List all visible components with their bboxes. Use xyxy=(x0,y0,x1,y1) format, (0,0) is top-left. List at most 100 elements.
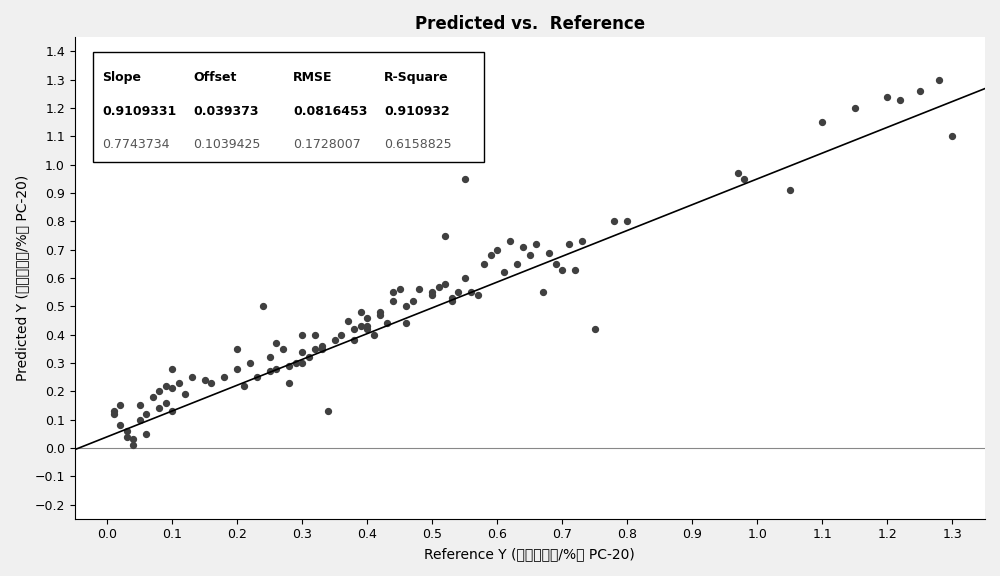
Point xyxy=(372,310,388,320)
Point xyxy=(262,353,278,362)
Point xyxy=(229,364,245,373)
Point xyxy=(359,313,375,323)
Point xyxy=(301,353,317,362)
Point xyxy=(340,316,356,325)
Point xyxy=(119,432,135,441)
Point xyxy=(184,373,200,382)
Point xyxy=(112,420,128,430)
Text: 0.1039425: 0.1039425 xyxy=(193,138,260,151)
Point xyxy=(281,361,297,370)
Point xyxy=(366,330,382,339)
Text: Slope: Slope xyxy=(102,71,141,84)
Point xyxy=(288,358,304,367)
Point xyxy=(528,240,544,249)
Point xyxy=(346,336,362,345)
Point xyxy=(249,373,265,382)
Point xyxy=(164,364,180,373)
Point xyxy=(151,386,167,396)
Point xyxy=(619,217,635,226)
Point xyxy=(327,336,343,345)
Y-axis label: Predicted Y (湿基出油率/%， PC-20): Predicted Y (湿基出油率/%， PC-20) xyxy=(15,175,29,381)
Point xyxy=(294,330,310,339)
Point xyxy=(606,217,622,226)
Point xyxy=(320,407,336,416)
Point xyxy=(509,259,525,268)
Point xyxy=(561,240,577,249)
Title: Predicted vs.  Reference: Predicted vs. Reference xyxy=(415,15,645,33)
Point xyxy=(489,245,505,255)
Point xyxy=(353,321,369,331)
Point xyxy=(463,287,479,297)
Point xyxy=(138,410,154,419)
Point xyxy=(145,392,161,401)
Point xyxy=(912,86,928,96)
Point xyxy=(197,376,213,385)
Text: Offset: Offset xyxy=(193,71,236,84)
Point xyxy=(177,389,193,399)
Point xyxy=(203,378,219,388)
FancyBboxPatch shape xyxy=(93,52,484,162)
Point xyxy=(307,330,323,339)
Text: 0.0816453: 0.0816453 xyxy=(293,105,368,118)
Point xyxy=(125,435,141,444)
Point xyxy=(359,321,375,331)
Point xyxy=(470,290,486,300)
Point xyxy=(353,308,369,317)
Point xyxy=(437,231,453,240)
Point xyxy=(268,339,284,348)
Point xyxy=(730,169,746,178)
Text: 0.6158825: 0.6158825 xyxy=(384,138,452,151)
Text: 0.7743734: 0.7743734 xyxy=(102,138,169,151)
Point xyxy=(736,175,752,184)
Point xyxy=(255,302,271,311)
Point xyxy=(814,118,830,127)
Point xyxy=(236,381,252,391)
Text: 0.1728007: 0.1728007 xyxy=(293,138,361,151)
Point xyxy=(242,358,258,367)
Point xyxy=(333,330,349,339)
Point xyxy=(444,293,460,302)
Point xyxy=(457,274,473,283)
Point xyxy=(398,319,414,328)
Point xyxy=(437,279,453,289)
Point xyxy=(314,342,330,351)
Point xyxy=(522,251,538,260)
Point xyxy=(106,410,122,419)
Point xyxy=(567,265,583,274)
Point xyxy=(444,296,460,305)
Point xyxy=(515,242,531,252)
Point xyxy=(216,373,232,382)
Point xyxy=(496,268,512,277)
Point xyxy=(281,378,297,388)
Point xyxy=(171,378,187,388)
Text: 0.910932: 0.910932 xyxy=(384,105,450,118)
X-axis label: Reference Y (湿基出油率/%， PC-20): Reference Y (湿基出油率/%， PC-20) xyxy=(424,547,635,561)
Point xyxy=(554,265,570,274)
Point xyxy=(892,95,908,104)
Point xyxy=(268,364,284,373)
Point xyxy=(535,287,551,297)
Point xyxy=(541,248,557,257)
Point xyxy=(229,344,245,354)
Point xyxy=(314,344,330,354)
Point xyxy=(405,296,421,305)
Text: 0.039373: 0.039373 xyxy=(193,105,258,118)
Point xyxy=(158,398,174,407)
Point xyxy=(424,290,440,300)
Point xyxy=(574,237,590,246)
Point xyxy=(379,319,395,328)
Point xyxy=(119,426,135,435)
Point xyxy=(164,384,180,393)
Point xyxy=(424,287,440,297)
Point xyxy=(294,358,310,367)
Point xyxy=(944,132,960,141)
Point xyxy=(138,429,154,438)
Point xyxy=(587,324,603,334)
Point xyxy=(307,344,323,354)
Point xyxy=(879,92,895,101)
Point xyxy=(411,285,427,294)
Point xyxy=(847,104,863,113)
Point xyxy=(294,347,310,357)
Point xyxy=(398,302,414,311)
Point xyxy=(125,441,141,450)
